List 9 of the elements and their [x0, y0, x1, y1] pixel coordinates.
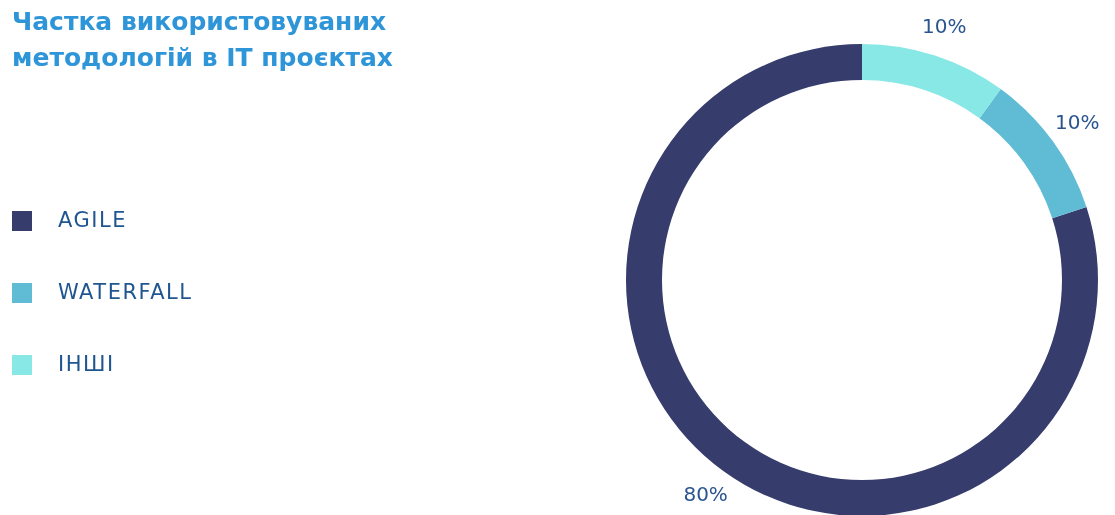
data-label: 80% — [683, 481, 728, 506]
data-label: 10% — [1054, 110, 1100, 135]
legend-label: AGILE — [58, 208, 127, 232]
donut-slice — [862, 44, 1001, 119]
legend-label: ІНШІ — [58, 352, 115, 376]
data-label: 10% — [921, 13, 967, 38]
legend-label: WATERFALL — [58, 280, 193, 304]
chart-title: Частка використовуваних методологій в IT проєктах — [12, 7, 393, 72]
donut-slice — [626, 44, 1098, 515]
